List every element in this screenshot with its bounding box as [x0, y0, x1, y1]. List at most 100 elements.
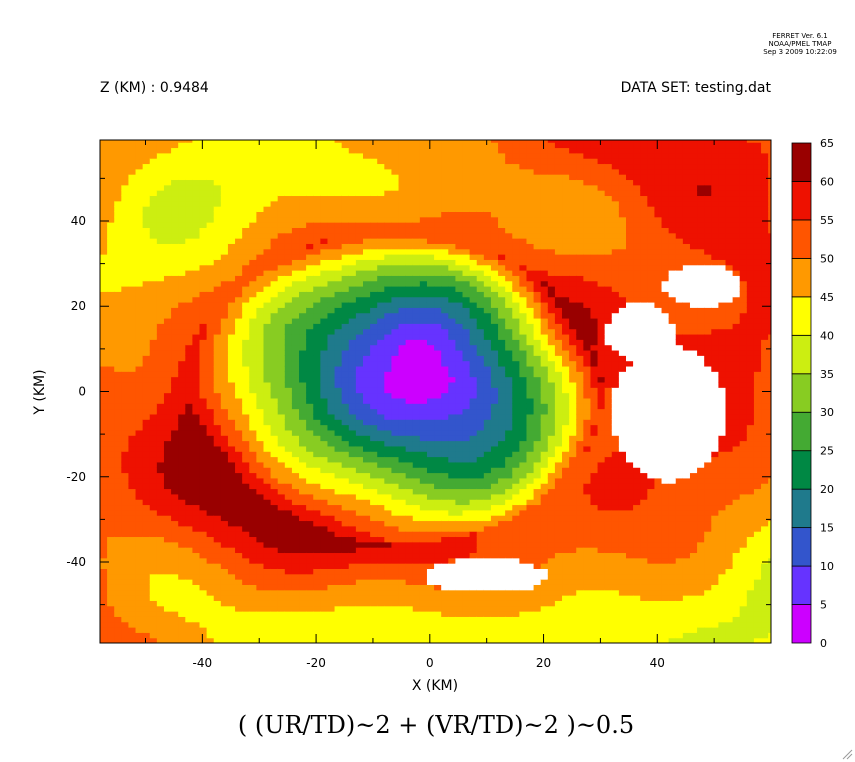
- contour-cell: [419, 317, 428, 324]
- contour-cell: [149, 547, 158, 554]
- contour-cell: [142, 291, 151, 298]
- contour-cell: [363, 280, 371, 287]
- contour-cell: [242, 536, 250, 543]
- contour-cell: [377, 296, 385, 303]
- contour-cell: [256, 611, 265, 617]
- contour-cell: [370, 147, 378, 154]
- contour-cell: [121, 584, 130, 591]
- contour-cell: [313, 616, 321, 623]
- contour-cell: [227, 301, 236, 308]
- contour-cell: [270, 467, 279, 474]
- contour-cell: [299, 264, 307, 271]
- contour-cell: [299, 328, 307, 335]
- contour-cell: [469, 387, 478, 394]
- contour-cell: [277, 147, 286, 154]
- contour-cell: [455, 365, 464, 372]
- contour-cell: [114, 355, 122, 362]
- contour-cell: [299, 301, 307, 308]
- contour-cell: [178, 158, 186, 165]
- contour-cell: [320, 140, 329, 143]
- contour-cell: [434, 317, 442, 324]
- contour-cell: [178, 520, 186, 527]
- contour-cell: [171, 568, 179, 575]
- contour-cell: [277, 163, 286, 170]
- contour-cell: [107, 142, 115, 149]
- contour-cell: [206, 579, 215, 585]
- contour-cell: [398, 600, 407, 607]
- contour-cell: [334, 451, 343, 458]
- contour-cell: [320, 216, 329, 223]
- contour-cell: [327, 163, 336, 170]
- contour-cell: [163, 381, 172, 388]
- contour-cell: [156, 254, 165, 260]
- contour-cell: [114, 323, 122, 330]
- contour-cell: [405, 152, 414, 159]
- contour-cell: [306, 243, 314, 250]
- contour-cell: [220, 291, 229, 298]
- contour-cell: [199, 317, 208, 324]
- contour-cell: [171, 275, 179, 282]
- contour-cell: [227, 429, 236, 436]
- contour-cell: [419, 371, 428, 378]
- contour-cell: [163, 280, 172, 287]
- contour-cell: [220, 222, 229, 228]
- contour-cell: [192, 163, 201, 170]
- contour-cell: [121, 238, 130, 244]
- contour-cell: [334, 573, 343, 580]
- contour-cell: [426, 467, 435, 474]
- contour-cell: [121, 179, 130, 186]
- contour-cell: [128, 232, 137, 239]
- contour-cell: [185, 600, 194, 607]
- contour-cell: [348, 371, 357, 378]
- contour-cell: [156, 238, 165, 244]
- contour-cell: [355, 174, 364, 181]
- contour-cell: [434, 275, 442, 282]
- contour-cell: [441, 238, 449, 244]
- contour-cell: [412, 403, 421, 410]
- contour-cell: [284, 600, 293, 607]
- contour-cell: [107, 259, 115, 266]
- contour-cell: [249, 632, 257, 639]
- contour-cell: [398, 291, 407, 298]
- contour-cell: [142, 371, 151, 378]
- contour-cell: [370, 339, 378, 346]
- contour-cell: [107, 323, 115, 330]
- contour-cell: [412, 387, 421, 394]
- contour-cell: [412, 456, 421, 463]
- contour-cell: [455, 376, 464, 383]
- contour-cell: [348, 264, 357, 271]
- contour-cell: [263, 280, 272, 287]
- contour-cell: [426, 376, 435, 383]
- contour-cell: [242, 579, 250, 585]
- contour-cell: [163, 270, 172, 276]
- contour-cell: [398, 445, 407, 452]
- contour-cell: [199, 632, 208, 639]
- contour-cell: [270, 568, 279, 575]
- contour-cell: [434, 419, 442, 426]
- contour-cell: [213, 472, 222, 479]
- contour-cell: [235, 371, 243, 378]
- contour-cell: [313, 488, 321, 495]
- contour-cell: [391, 600, 400, 607]
- contour-cell: [227, 600, 236, 607]
- contour-cell: [370, 296, 378, 303]
- contour-cell: [206, 429, 215, 436]
- contour-cell: [149, 499, 158, 506]
- contour-cell: [213, 158, 222, 165]
- contour-cell: [313, 397, 321, 404]
- contour-cell: [156, 333, 165, 340]
- contour-cell: [142, 525, 151, 532]
- contour-cell: [441, 323, 449, 330]
- contour-cell: [426, 637, 435, 643]
- contour-cell: [142, 248, 151, 255]
- contour-cell: [128, 547, 137, 554]
- contour-cell: [313, 477, 321, 484]
- contour-cell: [320, 403, 329, 410]
- contour-cell: [391, 232, 400, 239]
- contour-cell: [270, 238, 279, 244]
- contour-cell: [384, 291, 393, 298]
- contour-cell: [299, 243, 307, 250]
- contour-cell: [199, 440, 208, 447]
- contour-cell: [107, 445, 115, 452]
- contour-cell: [263, 238, 272, 244]
